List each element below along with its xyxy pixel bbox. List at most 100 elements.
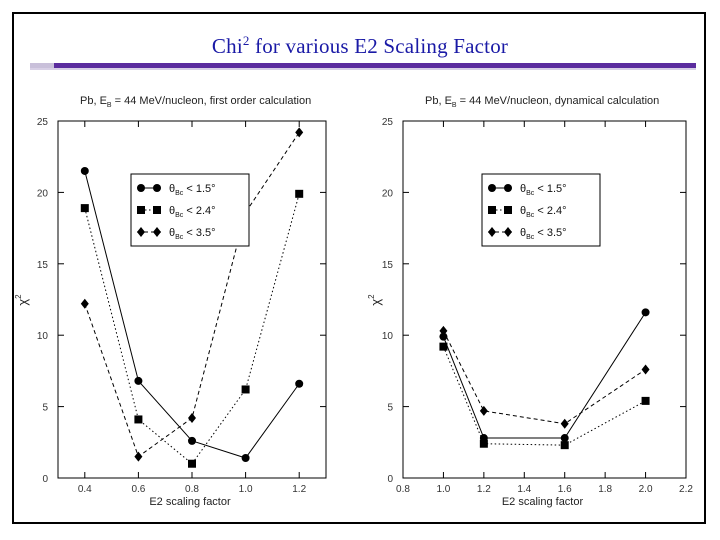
y-tick-label: 0 — [42, 474, 48, 485]
data-point — [188, 459, 196, 468]
data-point — [295, 127, 304, 138]
series-line — [442, 330, 646, 425]
slide-frame — [12, 12, 706, 524]
legend-theta: θ — [169, 227, 175, 239]
annotation-text: Pb, E — [425, 95, 452, 107]
plot-frame — [402, 120, 687, 479]
data-point — [188, 436, 196, 445]
annotation-text-rest: = 44 MeV/nucleon, first order calculatio… — [112, 95, 312, 107]
legend-marker — [488, 184, 496, 192]
data-point — [134, 415, 143, 424]
title-rest: for various E2 Scaling Factor — [249, 34, 509, 58]
title-main: Chi — [211, 34, 243, 58]
x-axis-label: E2 scaling factor — [502, 496, 584, 508]
plot-annotation: Pb, EB = 44 MeV/nucleon, first order cal… — [80, 95, 311, 109]
legend-condition: < 3.5° — [183, 227, 215, 239]
legend-subscript: Bc — [175, 234, 184, 241]
annotation-subscript: B — [107, 102, 112, 109]
y-axis-label-superscript: 2 — [367, 294, 376, 299]
legend-theta: θ — [520, 227, 526, 239]
legend-condition: < 1.5° — [534, 183, 566, 195]
series-1 — [80, 166, 304, 463]
y-tick-label: 25 — [37, 117, 49, 128]
legend-marker — [488, 227, 496, 237]
y-tick-label: 5 — [42, 403, 48, 414]
plot-annotation: Pb, EB = 44 MeV/nucleon, dynamical calcu… — [425, 95, 659, 109]
series-1 — [439, 308, 650, 443]
data-point — [80, 166, 89, 175]
y-axis-label-symbol: χ — [15, 299, 30, 306]
legend-subscript: Bc — [175, 212, 184, 219]
legend: θBc < 1.5°θBc < 2.4°θBc < 3.5° — [481, 173, 601, 247]
y-tick-label: 10 — [382, 331, 394, 342]
legend-marker — [137, 184, 145, 192]
data-point — [641, 364, 650, 375]
legend-condition: < 2.4° — [183, 205, 215, 217]
x-tick-label: 1.4 — [517, 484, 531, 495]
data-point — [439, 325, 448, 336]
title-rule-shadow — [30, 68, 696, 70]
annotation-text: Pb, E — [80, 95, 107, 107]
x-tick-label: 0.8 — [185, 484, 199, 495]
legend-label: θBc < 1.5° — [169, 183, 216, 197]
legend-label: θBc < 2.4° — [169, 205, 216, 219]
legend-box — [481, 173, 601, 247]
legend-marker — [504, 227, 512, 237]
legend-marker — [504, 206, 512, 214]
title-rule — [30, 63, 696, 68]
legend-label: θBc < 2.4° — [520, 205, 567, 219]
x-tick-label: 1.0 — [436, 484, 450, 495]
x-tick-label: 1.2 — [477, 484, 491, 495]
legend-marker — [153, 206, 161, 214]
x-tick-label: 0.6 — [131, 484, 145, 495]
legend-label: θBc < 3.5° — [520, 227, 567, 241]
legend-subscript: Bc — [526, 190, 535, 197]
x-axis-label: E2 scaling factor — [149, 496, 231, 508]
legend-marker — [153, 227, 161, 237]
data-point — [560, 441, 569, 450]
legend-box — [130, 173, 250, 247]
annotation-subscript: B — [452, 102, 457, 109]
slide-title: Chi2 for various E2 Scaling Factor — [0, 33, 720, 59]
data-point — [295, 379, 304, 388]
data-point — [80, 298, 89, 309]
legend-marker — [488, 206, 496, 214]
legend-marker — [137, 227, 145, 237]
title-superscript: 2 — [242, 33, 250, 48]
y-axis-label: χ2 — [367, 294, 383, 306]
legend-condition: < 3.5° — [534, 227, 566, 239]
data-point — [188, 413, 196, 424]
y-tick-label: 25 — [382, 117, 394, 128]
y-axis-label: χ2 — [14, 294, 30, 306]
legend-marker — [153, 184, 161, 192]
x-tick-label: 1.6 — [558, 484, 572, 495]
y-tick-label: 5 — [387, 403, 393, 414]
y-tick-label: 10 — [37, 331, 49, 342]
series-2 — [439, 342, 650, 450]
data-point — [560, 418, 569, 429]
data-point — [479, 439, 488, 448]
data-point — [134, 376, 143, 385]
y-axis-label-symbol: χ — [368, 299, 383, 306]
legend: θBc < 1.5°θBc < 2.4°θBc < 3.5° — [130, 173, 250, 247]
y-tick-label: 0 — [387, 474, 393, 485]
legend-subscript: Bc — [526, 234, 535, 241]
series-3 — [80, 127, 304, 462]
legend-theta: θ — [520, 205, 526, 217]
data-point — [439, 342, 448, 351]
legend-subscript: Bc — [175, 190, 184, 197]
series-line — [84, 193, 300, 465]
data-point — [560, 434, 569, 443]
data-point — [80, 204, 89, 213]
y-tick-label: 15 — [382, 260, 394, 271]
x-tick-label: 1.8 — [598, 484, 612, 495]
legend-theta: θ — [169, 205, 175, 217]
series-line — [442, 346, 646, 446]
y-tick-label: 20 — [37, 188, 49, 199]
y-tick-label: 20 — [382, 188, 394, 199]
data-point — [241, 385, 250, 394]
legend-theta: θ — [520, 183, 526, 195]
legend-label: θBc < 1.5° — [520, 183, 567, 197]
legend-condition: < 1.5° — [183, 183, 215, 195]
